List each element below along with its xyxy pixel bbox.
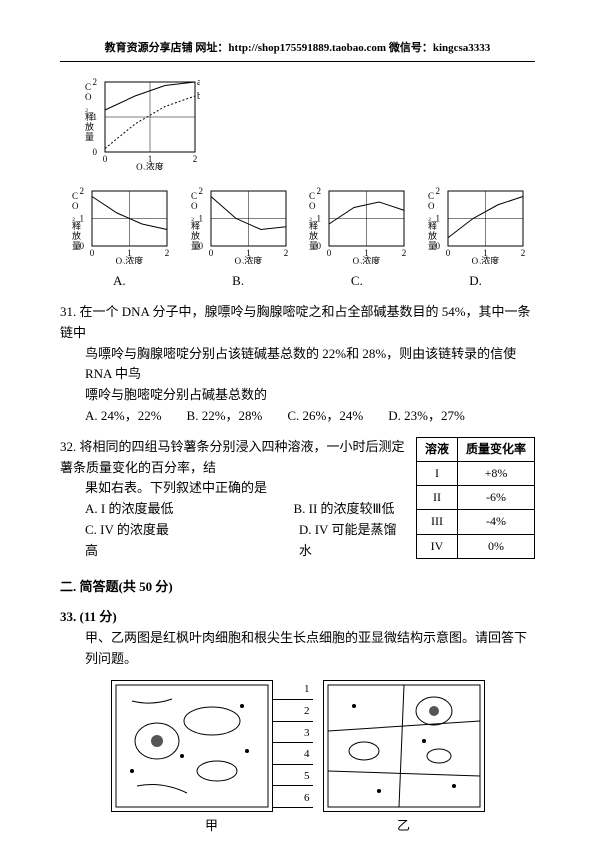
q31-options: A. 24%，22% B. 22%，28% C. 26%，24% D. 23%，… <box>85 406 535 427</box>
q32-text1: 将相同的四组马铃薯条分别浸入四种溶液，一小时后测定薯条质量变化的百分率，结 <box>60 439 405 475</box>
diagram-labels: 1 2 3 4 5 6 <box>273 680 313 810</box>
question-33: 33. (11 分) 甲、乙两图是红枫叶肉细胞和根尖生长点细胞的亚显微结构示意图… <box>60 607 535 836</box>
q32-r1c1: I <box>416 461 457 485</box>
svg-text:2: 2 <box>79 186 84 196</box>
q31-text2: 鸟嘌呤与胸腺嘧啶分别占该链碱基总数的 22%和 28%，则由该链转录的信使 RN… <box>85 344 535 386</box>
q32-opt-d: D. IV 可能是蒸馏水 <box>299 520 406 562</box>
q31-opt-c: C. 26%，24% <box>287 406 363 427</box>
question-31: 31. 在一个 DNA 分子中，腺嘌呤与胸腺嘧啶之和占全部碱基数目的 54%，其… <box>60 302 535 427</box>
q32-opt-c: C. IV 的浓度最高 <box>85 520 179 562</box>
svg-text:a: a <box>197 77 200 88</box>
q31-text1: 在一个 DNA 分子中，腺嘌呤与胸腺嘧啶之和占全部碱基数目的 54%，其中一条链… <box>60 304 531 340</box>
q31-opt-b: B. 22%，28% <box>187 406 263 427</box>
svg-text:CO₂释放量: CO₂释放量 <box>309 191 318 251</box>
diagram-right-wrap: 乙 <box>323 680 485 837</box>
svg-text:O₂浓度: O₂浓度 <box>234 255 262 264</box>
svg-text:2: 2 <box>193 154 198 164</box>
four-charts-row: 012012CO₂释放量O₂浓度A.012012CO₂释放量O₂浓度B.0120… <box>60 186 535 292</box>
svg-text:2: 2 <box>165 248 170 258</box>
label-1: 1 <box>273 681 313 700</box>
q32-r4c2: 0% <box>457 534 534 558</box>
svg-text:O₂浓度: O₂浓度 <box>116 255 144 264</box>
q31-opt-a: A. 24%，22% <box>85 406 162 427</box>
cell-right-svg <box>324 681 484 811</box>
q32-num: 32. <box>60 439 76 454</box>
chart-B: 012012CO₂释放量O₂浓度B. <box>186 186 291 292</box>
q33-pts: (11 分) <box>80 609 117 624</box>
label-3: 3 <box>273 725 313 744</box>
svg-text:0: 0 <box>327 248 332 258</box>
svg-text:0: 0 <box>208 248 213 258</box>
svg-text:O₂浓度: O₂浓度 <box>472 255 500 264</box>
cell-left-svg <box>112 681 272 811</box>
q32-r4c1: IV <box>416 534 457 558</box>
svg-text:CO₂释放量: CO₂释放量 <box>85 82 94 142</box>
svg-text:CO₂释放量: CO₂释放量 <box>72 191 81 251</box>
q33-diagrams: 1 2 3 4 5 6 甲 <box>60 680 535 837</box>
q32-th2: 质量变化率 <box>457 437 534 461</box>
svg-text:2: 2 <box>317 186 322 196</box>
svg-text:2: 2 <box>198 186 203 196</box>
q32-opt-a: A. I 的浓度最低 <box>85 499 173 520</box>
top-chart-block: ab012012CO₂释放量O₂浓度 <box>80 77 535 177</box>
diagram-left <box>111 680 273 812</box>
diagram-left-label: 甲 <box>111 816 313 837</box>
svg-text:O₂浓度: O₂浓度 <box>136 161 164 170</box>
label-5: 5 <box>273 768 313 787</box>
svg-text:2: 2 <box>283 248 288 258</box>
q32-opt-b: B. II 的浓度较Ⅲ低 <box>293 499 394 520</box>
q31-text3: 嘌呤与胞嘧啶分别占碱基总数的 <box>85 385 535 406</box>
chart-D: 012012CO₂释放量O₂浓度D. <box>423 186 528 292</box>
question-32: 溶液质量变化率 I+8% II-6% III-4% IV0% 32. 将相同的四… <box>60 437 535 562</box>
svg-text:0: 0 <box>90 248 95 258</box>
label-4: 4 <box>273 746 313 765</box>
q32-r3c1: III <box>416 510 457 534</box>
label-6: 6 <box>273 790 313 809</box>
svg-text:CO₂释放量: CO₂释放量 <box>428 191 437 251</box>
svg-text:O₂浓度: O₂浓度 <box>353 255 381 264</box>
chart-label: C. <box>304 271 409 292</box>
svg-text:b: b <box>197 91 200 102</box>
svg-text:CO₂释放量: CO₂释放量 <box>191 191 200 251</box>
label-2: 2 <box>273 703 313 722</box>
svg-text:0: 0 <box>103 154 108 164</box>
q32-table: 溶液质量变化率 I+8% II-6% III-4% IV0% <box>416 437 535 559</box>
page-header: 教育资源分享店铺 网址：http://shop175591889.taobao.… <box>60 40 535 62</box>
q33-num: 33. <box>60 609 76 624</box>
q32-r2c1: II <box>416 486 457 510</box>
chart-A: 012012CO₂释放量O₂浓度A. <box>67 186 172 292</box>
section-2-title: 二. 简答题(共 50 分) <box>60 577 535 598</box>
q32-th1: 溶液 <box>416 437 457 461</box>
svg-text:2: 2 <box>93 77 98 87</box>
q32-r1c2: +8% <box>457 461 534 485</box>
svg-text:2: 2 <box>436 186 441 196</box>
diagram-right-label: 乙 <box>323 816 485 837</box>
svg-text:0: 0 <box>446 248 451 258</box>
svg-text:2: 2 <box>402 248 407 258</box>
q31-num: 31. <box>60 304 76 319</box>
q31-opt-d: D. 23%，27% <box>388 406 465 427</box>
chart-C: 012012CO₂释放量O₂浓度C. <box>304 186 409 292</box>
diagram-left-wrap: 1 2 3 4 5 6 甲 <box>111 680 313 837</box>
svg-text:2: 2 <box>521 248 526 258</box>
chart-label: D. <box>423 271 528 292</box>
chart-label: A. <box>67 271 172 292</box>
q33-text: 甲、乙两图是红枫叶肉细胞和根尖生长点细胞的亚显微结构示意图。请回答下列问题。 <box>85 628 535 670</box>
chart-label: B. <box>186 271 291 292</box>
diagram-right <box>323 680 485 812</box>
q32-r3c2: -4% <box>457 510 534 534</box>
svg-text:0: 0 <box>93 147 98 157</box>
q32-r2c2: -6% <box>457 486 534 510</box>
